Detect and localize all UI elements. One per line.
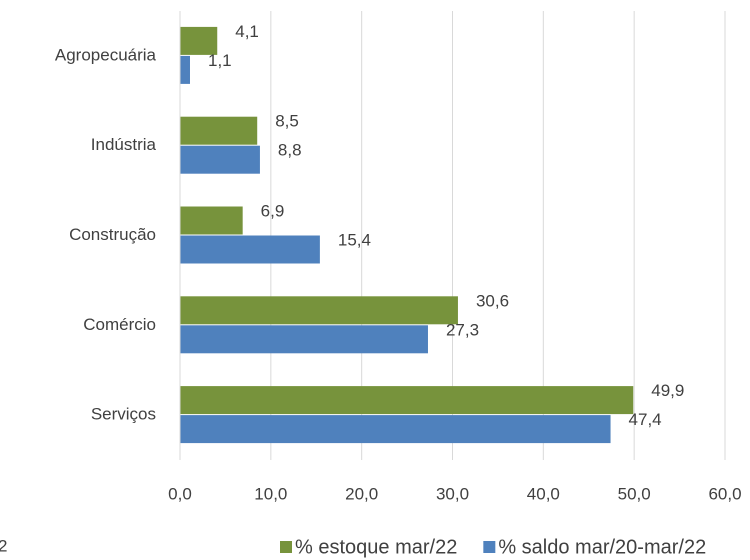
value-label: 47,4 [629, 410, 662, 429]
x-tick-label: 40,0 [527, 484, 560, 503]
value-label: 30,6 [476, 291, 509, 310]
value-label: 8,5 [275, 112, 299, 131]
bar [180, 325, 428, 354]
bar [180, 26, 218, 55]
x-tick-label: 30,0 [436, 484, 469, 503]
y-tick-label: Agropecuária [55, 45, 157, 64]
bar [180, 296, 458, 325]
x-tick-label: 20,0 [345, 484, 378, 503]
y-tick-label: Indústria [91, 135, 157, 154]
value-label: 1,1 [208, 51, 232, 70]
legend-swatch [483, 541, 496, 553]
x-tick-label: 50,0 [618, 484, 651, 503]
bar [180, 116, 258, 145]
bar [180, 55, 190, 84]
y-tick-label: Comércio [83, 315, 156, 334]
legend-label: % estoque mar/22 [295, 536, 457, 558]
value-label: 4,1 [235, 22, 259, 41]
value-label: 6,9 [261, 201, 285, 220]
legend-label: % saldo mar/20-mar/22 [498, 536, 706, 558]
bar [180, 415, 611, 444]
value-label: 8,8 [278, 141, 302, 160]
x-tick-label: 60,0 [708, 484, 741, 503]
x-tick-label: 10,0 [254, 484, 287, 503]
y-tick-label: Construção [69, 225, 156, 244]
bar [180, 206, 243, 235]
bar [180, 386, 634, 415]
x-tick-label: 0,0 [168, 484, 192, 503]
legend-swatch [280, 541, 292, 553]
value-label: 27,3 [446, 320, 479, 339]
value-label: 49,9 [651, 381, 684, 400]
note: 2 [0, 536, 7, 555]
y-tick-label: Serviços [91, 405, 156, 424]
bar [180, 235, 320, 264]
bar [180, 145, 260, 174]
value-label: 15,4 [338, 230, 371, 249]
